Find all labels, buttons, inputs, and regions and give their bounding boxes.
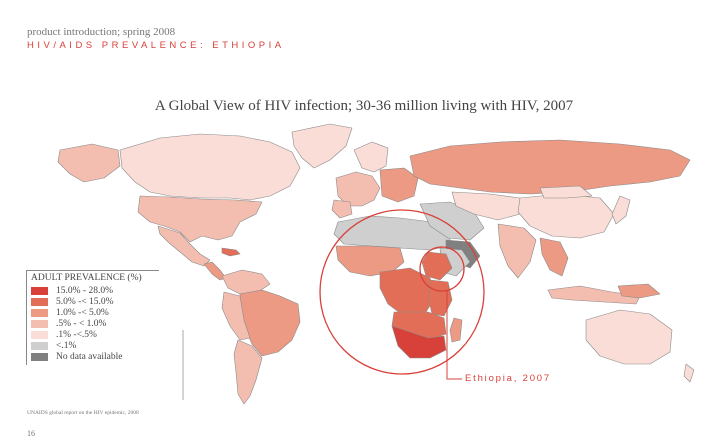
legend-item: 1.0% -< 5.0%: [31, 307, 155, 318]
legend-item: 5.0% -< 15.0%: [31, 296, 155, 307]
legend-item: .5% - < 1.0%: [31, 318, 155, 329]
western-europe: [335, 171, 381, 207]
legend-swatch: [31, 319, 48, 328]
legend-swatch: [31, 308, 48, 317]
east-africa: [427, 279, 453, 317]
india: [497, 223, 537, 279]
legend-swatch: [31, 286, 48, 295]
usa: [137, 195, 263, 243]
greenland: [291, 123, 353, 169]
peru-bolivia: [221, 291, 251, 341]
legend-label: No data available: [56, 351, 123, 362]
page-number: 16: [27, 429, 35, 438]
madagascar: [449, 317, 463, 343]
alaska: [57, 143, 121, 183]
legend-title: ADULT PREVALENCE (%): [31, 273, 142, 283]
callout-leader-line: [446, 291, 462, 380]
legend-label: .5% - < 1.0%: [56, 318, 107, 329]
japan: [611, 195, 631, 225]
legend-label: 5.0% -< 15.0%: [56, 296, 114, 307]
legend-swatch: [31, 352, 48, 361]
ethiopia-callout-label: Ethiopia, 2007: [465, 373, 551, 384]
legend-swatch: [31, 297, 48, 306]
ethiopia: [421, 251, 453, 281]
indonesia: [547, 285, 641, 305]
argentina-chile: [233, 339, 263, 405]
legend-label: <.1%: [56, 340, 77, 351]
ethiopia-highlight-circle: [419, 246, 465, 292]
mexico: [157, 225, 211, 267]
map-title: A Global View of HIV infection; 30-36 mi…: [154, 98, 574, 114]
central-asia: [451, 191, 521, 221]
map-legend: ADULT PREVALENCE (%) 15.0% - 28.0% 5.0% -…: [26, 270, 159, 365]
venezuela-colombia: [221, 269, 271, 295]
legend-label: .1% -<.5%: [56, 329, 97, 340]
mongolia: [539, 185, 593, 199]
russia: [409, 139, 691, 195]
legend-item: No data available: [31, 351, 155, 362]
legend-swatch: [31, 341, 48, 350]
new-zealand: [683, 363, 695, 383]
papua: [617, 283, 661, 299]
legend-swatch: [31, 330, 48, 339]
legend-item: 15.0% - 28.0%: [31, 285, 155, 296]
section-title: HIV/AIDS PREVALENCE: ETHIOPIA: [27, 40, 285, 51]
sub-saharan-highlight-circle: [319, 209, 485, 375]
scandinavia: [353, 141, 389, 173]
legend-item: <.1%: [31, 340, 155, 351]
caribbean: [221, 247, 241, 257]
legend-label: 15.0% - 28.0%: [56, 285, 113, 296]
legend-item: .1% -<.5%: [31, 329, 155, 340]
document-subtitle: product introduction; spring 2008: [27, 26, 176, 38]
iberia: [331, 199, 353, 219]
source-note: UNAIDS global report on the HIV epidemic…: [27, 410, 139, 416]
china: [517, 193, 615, 239]
legend-label: 1.0% -< 5.0%: [56, 307, 109, 318]
australia: [585, 309, 673, 365]
canada: [119, 133, 301, 201]
southern-africa: [391, 325, 447, 359]
southeast-asia: [539, 237, 569, 277]
eastern-europe: [379, 167, 419, 203]
